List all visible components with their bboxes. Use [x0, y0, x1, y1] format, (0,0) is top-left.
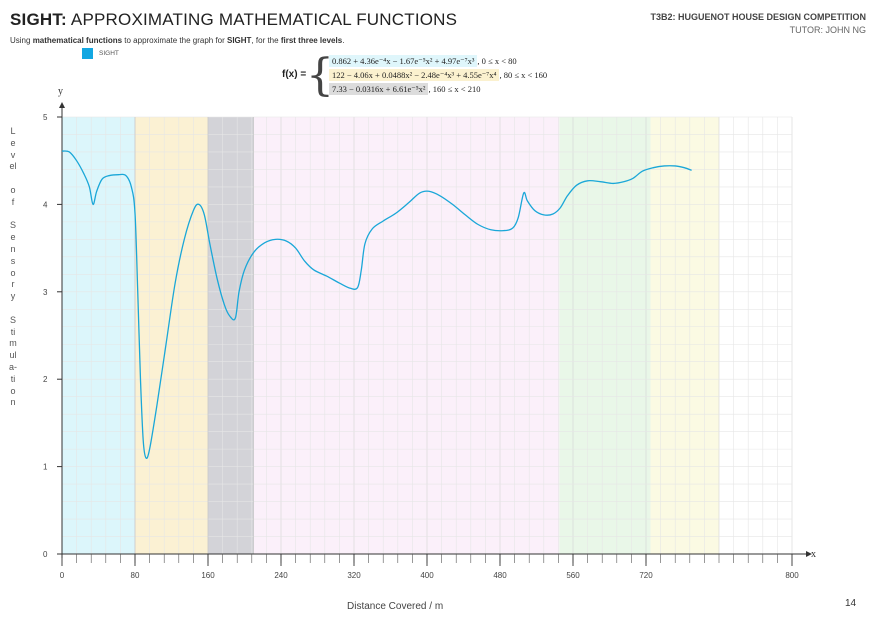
y-axis-label-letter: m: [9, 338, 17, 349]
equation-range: , 0 ≤ x < 80: [477, 56, 517, 66]
y-axis-label-letter: ti: [10, 326, 16, 337]
x-axis-label: Distance Covered / m: [347, 601, 444, 612]
x-tick-label: 400: [420, 571, 434, 580]
equation-range: , 80 ≤ x < 160: [499, 70, 548, 80]
page-number: 14: [845, 598, 857, 609]
chart-band: [559, 117, 651, 554]
legend: SIGHT: [82, 48, 119, 59]
y-tick-label: 4: [43, 200, 48, 209]
y-tick-label: 5: [43, 113, 48, 122]
equation-piece-1: 0.862 + 4.36e⁻⁴x − 1.67e⁻⁵x² + 4.97e⁻⁷x³…: [329, 55, 517, 67]
tutor-name: TUTOR: JOHN NG: [789, 25, 866, 35]
page-title: SIGHT: APPROXIMATING MATHEMATICAL FUNCTI…: [10, 10, 457, 30]
y-axis-label-letter: el: [9, 161, 17, 172]
y-axis-label-letter: s: [10, 255, 16, 266]
y-tick-label: 3: [43, 288, 48, 297]
y-axis-label-letter: n: [10, 243, 16, 254]
x-axis-arrow-icon: [806, 551, 812, 557]
equation-piece-2: 122 − 4.06x + 0.0488x² − 2.48e⁻⁴x³ + 4.5…: [329, 69, 548, 81]
x-tick-label: 0: [60, 571, 65, 580]
subtitle-part: Using: [10, 36, 33, 45]
y-axis-label-letter: ul: [9, 350, 17, 361]
y-axis-label-letter: v: [10, 149, 16, 160]
x-tick-label: 800: [785, 571, 799, 580]
x-tick-label: 720: [639, 571, 653, 580]
x-tick-label: 480: [493, 571, 507, 580]
chart-band: [208, 117, 254, 554]
y-axis-symbol: y: [58, 86, 63, 97]
y-axis-label-letter: y: [10, 291, 16, 302]
equation-range: , 160 ≤ x < 210: [428, 84, 481, 94]
x-tick-label: 80: [131, 571, 140, 580]
subtitle-bold: SIGHT: [227, 36, 252, 45]
function-label: f(x) =: [282, 69, 307, 80]
equation-expression: 0.862 + 4.36e⁻⁴x − 1.67e⁻⁵x² + 4.97e⁻⁷x³: [329, 55, 478, 67]
subtitle-bold: first three levels: [280, 36, 343, 45]
subtitle-part: .: [342, 36, 345, 45]
equation-expression: 122 − 4.06x + 0.0488x² − 2.48e⁻⁴x³ + 4.5…: [329, 69, 500, 81]
competition-title: T3B2: HUGUENOT HOUSE DESIGN COMPETITION: [650, 12, 866, 22]
y-axis-label-letter: f: [11, 196, 15, 207]
y-tick-label: 0: [43, 550, 48, 559]
y-axis-label-letter: ti: [10, 373, 16, 384]
chart-band: [135, 117, 208, 554]
y-axis-label-letter: a-: [8, 361, 17, 372]
legend-swatch: [82, 48, 93, 59]
legend-label: SIGHT: [99, 50, 119, 57]
subtitle-bold: mathematical functions: [32, 36, 123, 45]
y-axis-arrow-icon: [59, 102, 65, 108]
y-tick-label: 1: [43, 463, 48, 472]
y-axis-label-letter: r: [11, 279, 15, 290]
chart-band: [253, 117, 560, 554]
y-axis-label-letter: S: [9, 220, 16, 231]
chart-band: [62, 117, 135, 554]
y-axis-label-letter: L: [10, 126, 16, 136]
subtitle-part: , for the: [251, 36, 281, 45]
y-tick-label: 2: [43, 375, 48, 384]
x-tick-label: 320: [347, 571, 361, 580]
chart-band: [650, 117, 719, 554]
y-axis-label-letter: o: [10, 184, 16, 195]
x-axis-symbol: x: [811, 549, 816, 560]
subtitle-part: to approximate the graph for: [122, 36, 227, 45]
title-rest: APPROXIMATING MATHEMATICAL FUNCTIONS: [66, 10, 458, 29]
x-tick-label: 560: [566, 571, 580, 580]
y-axis-label-letter: o: [10, 385, 16, 396]
title-bold: SIGHT:: [10, 10, 67, 29]
y-axis-label-letter: o: [10, 267, 16, 278]
series-line-sight: [61, 150, 692, 459]
x-tick-label: 240: [274, 571, 288, 580]
y-axis-label-letter: n: [10, 397, 16, 408]
page-subtitle: Using mathematical functions to approxim…: [10, 36, 344, 45]
equation-piece-3: 7.33 − 0.0316x + 6.61e⁻⁵x², 160 ≤ x < 21…: [329, 83, 481, 95]
y-axis-label-letter: S: [9, 314, 16, 325]
y-axis-label-letter: e: [10, 137, 16, 148]
y-axis-label-letter: e: [10, 232, 16, 243]
equation-expression: 7.33 − 0.0316x + 6.61e⁻⁵x²: [329, 83, 429, 95]
x-tick-label: 160: [201, 571, 215, 580]
